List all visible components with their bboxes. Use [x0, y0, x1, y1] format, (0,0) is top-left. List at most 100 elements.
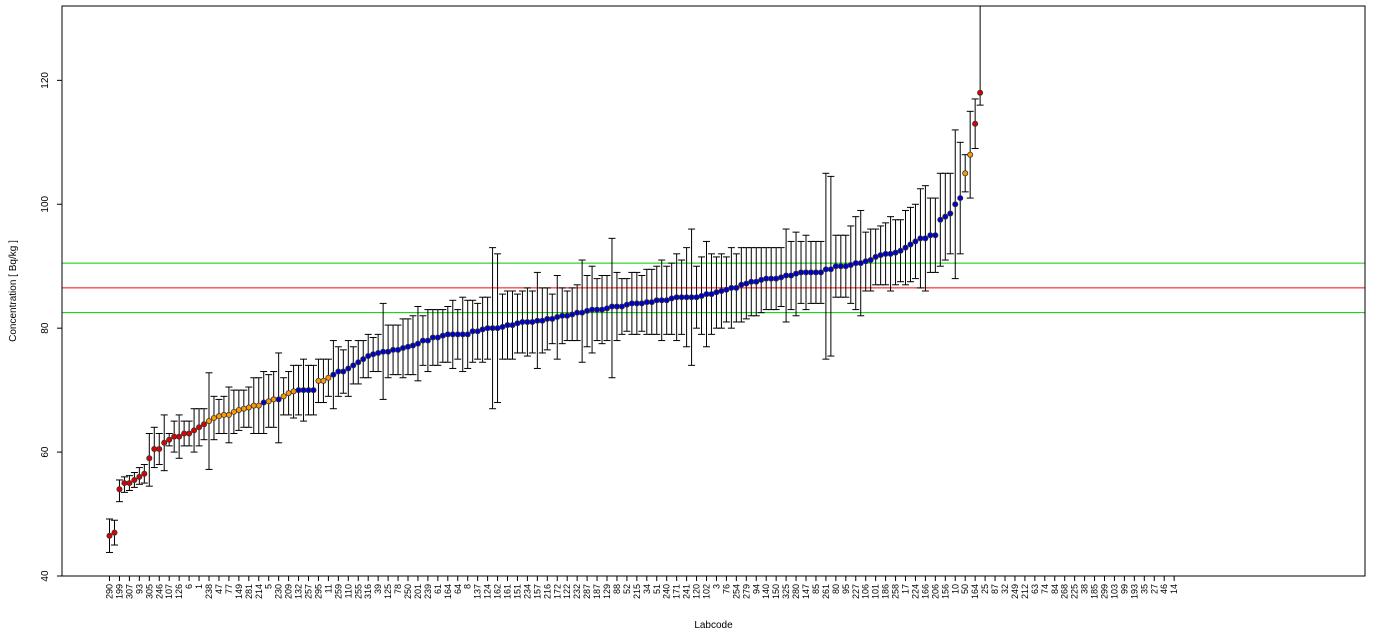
x-tick-label: 279: [741, 584, 751, 599]
data-points: [106, 89, 984, 539]
x-tick-label: 103: [1109, 584, 1119, 599]
x-tick-label: 299: [1100, 584, 1110, 599]
x-tick-label: 164: [443, 584, 453, 599]
data-point: [967, 151, 974, 158]
data-point: [429, 334, 436, 341]
x-tick-label: 122: [562, 584, 572, 599]
data-point: [454, 331, 461, 338]
x-tick-label: 186: [881, 584, 891, 599]
data-point: [131, 476, 138, 483]
data-point: [265, 398, 272, 405]
x-tick-label: 249: [1010, 584, 1020, 599]
x-tick-label: 172: [552, 584, 562, 599]
x-tick-label: 254: [731, 584, 741, 599]
x-tick-label: 199: [114, 584, 124, 599]
data-point: [245, 404, 252, 411]
x-tick-label: 10: [950, 584, 960, 594]
x-tick-label: 76: [721, 584, 731, 594]
data-point: [862, 258, 869, 265]
data-point: [340, 368, 347, 375]
data-point: [350, 362, 357, 369]
data-point: [141, 470, 148, 477]
data-point: [295, 387, 302, 394]
x-tick-label: 258: [891, 584, 901, 599]
x-tick-label: 185: [1090, 584, 1100, 599]
x-tick-label: 85: [811, 584, 821, 594]
x-tick-label: 255: [353, 584, 363, 599]
x-tick-label: 120: [692, 584, 702, 599]
x-tick-label: 147: [801, 584, 811, 599]
data-point: [111, 529, 118, 536]
data-point: [151, 445, 158, 452]
data-point: [922, 235, 929, 242]
data-point: [544, 315, 551, 322]
data-point: [887, 250, 894, 257]
x-tick-label: 257: [304, 584, 314, 599]
data-point: [937, 216, 944, 223]
data-point: [618, 303, 625, 310]
x-tick-label: 99: [1119, 584, 1129, 594]
data-point: [390, 346, 397, 353]
data-point: [365, 353, 372, 360]
data-point: [882, 250, 889, 257]
data-point: [698, 292, 705, 299]
x-tick-label: 93: [134, 584, 144, 594]
x-tick-label: 280: [791, 584, 801, 599]
data-point: [380, 348, 387, 355]
data-point: [434, 334, 441, 341]
data-point: [201, 421, 208, 428]
x-tick-label: 80: [831, 584, 841, 594]
data-point: [205, 418, 212, 425]
x-tick-label: 241: [682, 584, 692, 599]
data-point: [171, 433, 178, 440]
data-point: [484, 325, 491, 332]
data-point: [678, 294, 685, 301]
x-tick-label: 132: [294, 584, 304, 599]
data-point: [509, 322, 516, 329]
data-point: [479, 326, 486, 333]
x-tick-label: 84: [1050, 584, 1060, 594]
x-tick-label: 290: [105, 584, 115, 599]
data-point: [837, 263, 844, 270]
data-point: [414, 340, 421, 347]
x-tick-label: 6: [184, 584, 194, 589]
error-bar: [827, 175, 835, 357]
data-point: [300, 387, 307, 394]
x-tick-label: 240: [662, 584, 672, 599]
x-tick-label: 1: [194, 584, 204, 589]
x-tick-label: 25: [980, 584, 990, 594]
data-point: [499, 323, 506, 330]
data-point: [375, 349, 382, 356]
plot-frame: [61, 5, 1366, 577]
data-point: [793, 270, 800, 277]
x-tick-label: 11: [323, 584, 333, 593]
y-tick-label: 120: [40, 72, 51, 89]
data-point: [927, 232, 934, 239]
data-point: [136, 473, 143, 480]
data-point: [763, 275, 770, 282]
data-point: [161, 439, 168, 446]
data-point: [210, 415, 217, 422]
data-point: [235, 406, 242, 413]
data-point: [872, 253, 879, 260]
x-tick-label: 124: [483, 584, 493, 599]
data-point: [613, 303, 620, 310]
reference-lines: [62, 262, 1365, 314]
data-point: [917, 235, 924, 242]
data-point: [803, 269, 810, 276]
data-point: [703, 291, 710, 298]
x-tick-label: 151: [512, 584, 522, 599]
x-tick-label: 94: [751, 584, 761, 594]
data-point: [574, 309, 581, 316]
data-point: [738, 281, 745, 288]
data-point: [156, 445, 163, 452]
data-point: [758, 276, 765, 283]
x-tick-label: 206: [930, 584, 940, 599]
x-tick-label: 305: [144, 584, 154, 599]
data-point: [106, 532, 113, 539]
x-tick-label: 61: [433, 584, 443, 594]
x-tick-label: 325: [781, 584, 791, 599]
x-tick-label: 125: [383, 584, 393, 599]
data-point: [579, 309, 586, 316]
data-point: [663, 297, 670, 304]
